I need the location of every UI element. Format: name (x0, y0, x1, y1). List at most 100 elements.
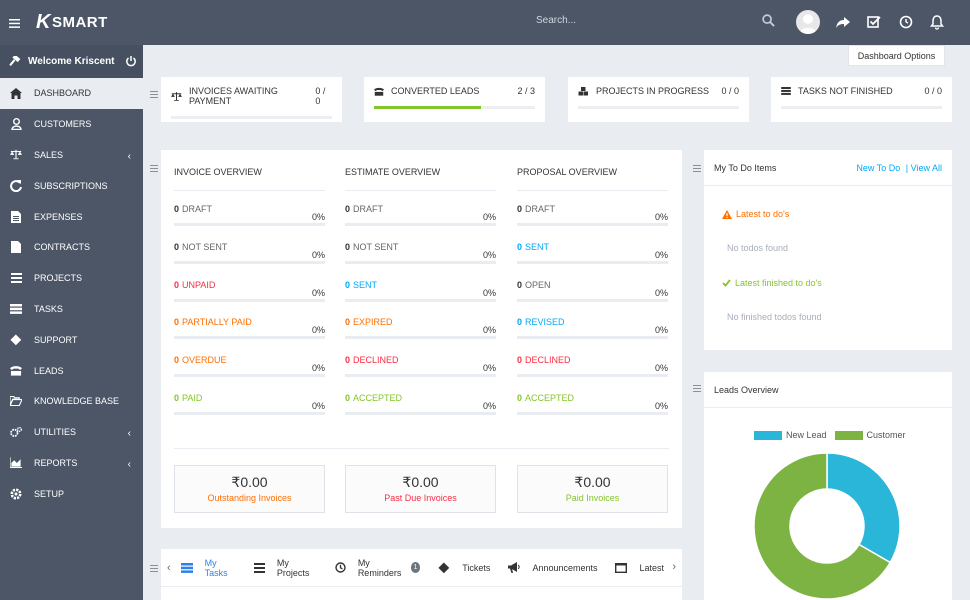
status-label: OVERDUE (182, 355, 227, 366)
todo-panel: My To Do Items New To Do | View All Late… (704, 150, 952, 350)
drag-handle-icon[interactable] (693, 165, 701, 172)
overview-status-row[interactable]: 0 DECLINED 0% (345, 342, 496, 380)
overview-status-row[interactable]: 0 REVISED 0% (517, 304, 668, 342)
overview-column-title: ESTIMATE OVERVIEW (345, 150, 496, 191)
reminders-count-badge: 1 (410, 562, 421, 573)
legend-item[interactable]: Customer (834, 430, 906, 440)
overview-status-row[interactable]: 0 PARTIALLY PAID 0% (174, 304, 325, 342)
tab-my-tasks[interactable]: My Tasks (180, 558, 236, 578)
overview-status-row[interactable]: 0 DRAFT 0% (517, 191, 668, 229)
sidebar-item-contracts[interactable]: CONTRACTS (0, 232, 143, 263)
view-all-todos-link[interactable]: | View All (905, 163, 942, 173)
avatar[interactable] (796, 10, 820, 34)
overview-status-row[interactable]: 0 NOT SENT 0% (174, 229, 325, 267)
task-check-icon[interactable] (866, 14, 882, 30)
overview-status-row[interactable]: 0 SENT 0% (345, 267, 496, 305)
sidebar-item-support[interactable]: SUPPORT (0, 324, 143, 355)
total-caption: Past Due Invoices (384, 493, 457, 503)
status-label: DRAFT (353, 204, 384, 214)
overview-status-row[interactable]: 0 OVERDUE 0% (174, 342, 325, 380)
status-progress-bar (174, 411, 325, 415)
tab-latest[interactable]: Latest (615, 562, 665, 573)
sidebar-item-reports[interactable]: REPORTS ‹ (0, 448, 143, 479)
donut-slice-new-lead[interactable] (826, 452, 900, 564)
status-label: UNPAID (182, 279, 216, 290)
timer-icon[interactable] (898, 14, 914, 30)
drag-handle-icon[interactable] (150, 91, 158, 98)
dashboard-options-button[interactable]: Dashboard Options (848, 45, 945, 66)
tab-tickets[interactable]: Tickets (438, 561, 490, 574)
sidebar-item-setup[interactable]: SETUP (0, 478, 143, 509)
share-icon[interactable] (835, 14, 851, 30)
tab-announcements[interactable]: Announcements (508, 562, 597, 573)
logo-prefix: K (36, 11, 51, 33)
status-percent: 0% (654, 363, 668, 374)
overview-total-box[interactable]: ₹0.00 Past Due Invoices (345, 465, 496, 513)
overview-status-row[interactable]: 0 PAID 0% (174, 380, 325, 418)
logout-power-icon[interactable] (125, 55, 137, 67)
sidebar-item-customers[interactable]: CUSTOMERS (0, 109, 143, 140)
donut-slice-customer[interactable] (754, 452, 892, 600)
overview-status-row[interactable]: 0 DRAFT 0% (345, 191, 496, 229)
home-icon (10, 87, 22, 99)
sidebar-item-tasks[interactable]: TASKS (0, 294, 143, 325)
tab-scroll-left-icon[interactable]: ‹ (167, 561, 171, 574)
overview-status-row[interactable]: 0 NOT SENT 0% (345, 229, 496, 267)
app-logo[interactable]: K SMART (36, 11, 108, 34)
stat-card[interactable]: CONVERTED LEADS 2 / 3 (364, 77, 545, 122)
total-caption: Outstanding Invoices (207, 493, 292, 503)
overview-status-row[interactable]: 0 ACCEPTED 0% (517, 380, 668, 418)
status-count: 0 (517, 317, 523, 328)
status-label: SENT (353, 279, 378, 290)
stat-card[interactable]: PROJECTS IN PROGRESS 0 / 0 (568, 77, 749, 122)
sidebar-item-leads[interactable]: LEADS (0, 355, 143, 386)
status-percent: 0% (311, 325, 325, 336)
tab-scroll-right-icon[interactable]: › (672, 561, 676, 573)
legend-item[interactable]: New Lead (754, 430, 827, 440)
overview-status-row[interactable]: 0 DECLINED 0% (517, 342, 668, 380)
stat-progress-bar (171, 116, 332, 119)
todo-title: My To Do Items (714, 163, 777, 173)
stat-value: 0 / 0 (315, 86, 326, 106)
legend-swatch (754, 430, 782, 440)
total-amount: ₹0.00 (231, 474, 268, 490)
sidebar-item-utilities[interactable]: UTILITIES ‹ (0, 417, 143, 448)
sidebar-item-label: CONTRACTS (34, 242, 90, 253)
sidebar-item-label: SUPPORT (34, 334, 78, 345)
overview-total-box[interactable]: ₹0.00 Outstanding Invoices (174, 465, 325, 513)
tab-my-projects[interactable]: My Projects (253, 558, 317, 578)
overview-divider (174, 448, 669, 449)
tab-label: Latest (639, 562, 665, 573)
overview-total-box[interactable]: ₹0.00 Paid Invoices (517, 465, 668, 513)
sidebar-item-knowledge-base[interactable]: KNOWLEDGE BASE (0, 386, 143, 417)
overview-status-row[interactable]: 0 OPEN 0% (517, 267, 668, 305)
area-chart-icon (10, 457, 22, 469)
sidebar-item-sales[interactable]: SALES ‹ (0, 140, 143, 171)
sidebar-item-subscriptions[interactable]: SUBSCRIPTIONS (0, 170, 143, 201)
sidebar-item-label: SUBSCRIPTIONS (34, 180, 108, 191)
status-label: PAID (182, 392, 203, 403)
stat-card[interactable]: TASKS NOT FINISHED 0 / 0 (771, 77, 952, 122)
new-todo-link[interactable]: New To Do (856, 163, 901, 173)
sidebar-item-projects[interactable]: PROJECTS (0, 263, 143, 294)
menu-toggle-icon[interactable] (0, 15, 28, 31)
drag-handle-icon[interactable] (150, 165, 158, 172)
tab-my-reminders[interactable]: My Reminders 1 (335, 558, 421, 578)
sidebar-item-dashboard[interactable]: DASHBOARD (0, 78, 143, 109)
overview-status-row[interactable]: 0 UNPAID 0% (174, 267, 325, 305)
search-input[interactable]: Search... (536, 15, 577, 26)
bell-icon[interactable] (929, 14, 945, 30)
tasks-icon (180, 562, 199, 573)
search-icon[interactable] (762, 14, 775, 27)
overview-status-row[interactable]: 0 DRAFT 0% (174, 191, 325, 229)
drag-handle-icon[interactable] (150, 565, 158, 572)
stat-card[interactable]: INVOICES AWAITING PAYMENT 0 / 0 (161, 77, 342, 122)
status-percent: 0% (311, 363, 325, 374)
sidebar-item-expenses[interactable]: EXPENSES (0, 201, 143, 232)
overview-status-row[interactable]: 0 ACCEPTED 0% (345, 380, 496, 418)
overview-status-row[interactable]: 0 EXPIRED 0% (345, 304, 496, 342)
status-count: 0 (345, 279, 351, 290)
overview-status-row[interactable]: 0 SENT 0% (517, 229, 668, 267)
drag-handle-icon[interactable] (693, 385, 701, 392)
leads-title: Leads Overview (714, 385, 779, 395)
